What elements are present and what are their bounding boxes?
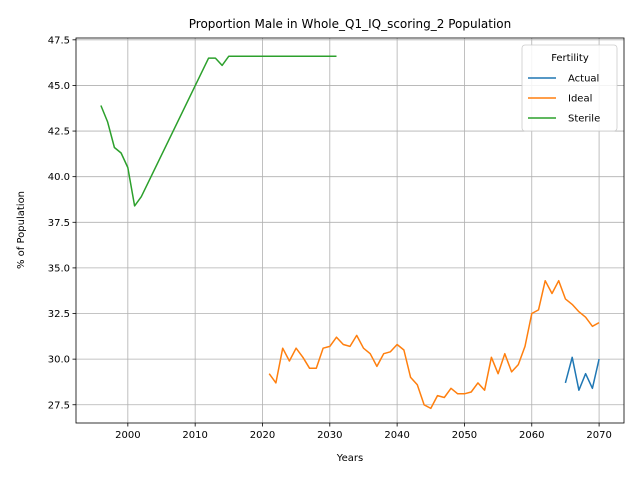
x-tick-label: 2060 [519,430,544,441]
series-line-actual [564,356,600,391]
legend-label-ideal: Ideal [568,94,592,105]
series-layer [100,55,600,410]
plot-frame [75,37,625,424]
y-tick-label: 37.5 [48,218,70,229]
y-tick-label: 42.5 [48,127,70,138]
y-tick-label: 45.0 [48,81,70,92]
y-tick-label: 32.5 [48,309,70,320]
x-tick-label: 2000 [115,430,140,441]
legend-box [521,44,618,132]
x-tick-label: 2010 [182,430,207,441]
x-tick-label: 2040 [384,430,409,441]
series-line-ideal [268,279,600,410]
y-tick-label: 27.5 [48,400,70,411]
series-line-sterile [100,55,337,207]
x-axis: 2000 2010 2020 2030 2040 2050 2060 2070 [115,423,612,441]
legend-title: Fertility [551,53,589,64]
legend-label-actual: Actual [568,74,599,85]
legend: Fertility Actual Ideal Sterile [521,44,618,132]
x-axis-label: Years [336,453,363,464]
x-tick-label: 2070 [586,430,611,441]
x-tick-label: 2030 [317,430,342,441]
y-axis: 27.5 30.0 32.5 35.0 37.5 40.0 42.5 45.0 47.5 [48,35,76,411]
chart-title: Proportion Male in Whole_Q1_IQ_scoring_2… [189,17,512,31]
legend-label-sterile: Sterile [568,114,600,125]
y-axis-label: % of Population [16,191,27,269]
y-tick-label: 30.0 [48,355,70,366]
y-tick-label: 47.5 [48,35,70,46]
legend-entries: Actual Ideal Sterile [528,74,600,125]
y-tick-label: 35.0 [48,263,70,274]
x-tick-label: 2050 [452,430,477,441]
x-tick-label: 2020 [250,430,275,441]
y-tick-label: 40.0 [48,172,70,183]
